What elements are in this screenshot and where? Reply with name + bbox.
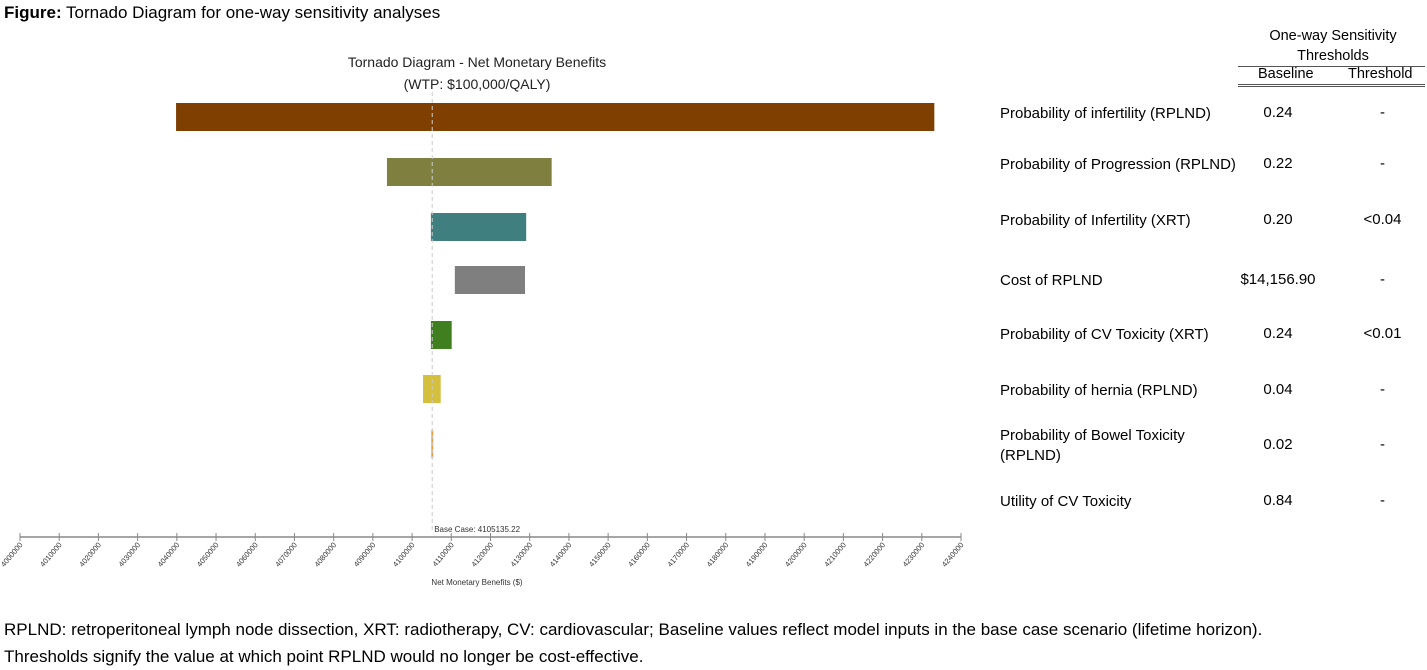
x-tick-label: 4080000 <box>313 541 339 569</box>
bar-3 <box>430 213 527 241</box>
x-tick-label: 4220000 <box>861 541 887 569</box>
row-threshold: - <box>1380 492 1385 509</box>
caption-text: Tornado Diagram for one-way sensitivity … <box>61 3 441 22</box>
x-tick-label: 4060000 <box>234 541 260 569</box>
chart-title: Tornado Diagram - Net Monetary Benefits <box>348 54 606 70</box>
row-threshold: - <box>1380 436 1385 453</box>
row-label: Utility of CV Toxicity <box>1000 493 1132 510</box>
x-tick-label: 4100000 <box>391 541 417 569</box>
x-tick-label: 4240000 <box>940 541 966 569</box>
caption-prefix: Figure: <box>4 3 62 22</box>
row-baseline: 0.22 <box>1263 155 1293 172</box>
tornado-chart: Tornado Diagram - Net Monetary Benefits … <box>0 54 966 587</box>
row-baseline: 0.24 <box>1263 325 1293 342</box>
col-threshold-header: Threshold <box>1348 66 1413 82</box>
x-tick-label: 4160000 <box>626 541 652 569</box>
row-label: Cost of RPLND <box>1000 272 1103 289</box>
row-baseline: 0.84 <box>1263 492 1293 509</box>
row-baseline: 0.02 <box>1263 436 1293 453</box>
x-tick-label: 4150000 <box>587 541 613 569</box>
x-tick-label: 4130000 <box>509 541 535 569</box>
base-case-label: Base Case: 4105135.22 <box>434 525 520 534</box>
x-tick-label: 4070000 <box>273 541 299 569</box>
x-tick-label: 4210000 <box>822 541 848 569</box>
x-axis-label: Net Monetary Benefits ($) <box>431 578 522 587</box>
row-label: Probability of Progression (RPLND) <box>1000 156 1236 173</box>
row-threshold: - <box>1380 271 1385 288</box>
row-label: Probability of Bowel Toxicity (RPLND) <box>1000 427 1185 464</box>
x-tick-label: 4090000 <box>352 541 378 569</box>
row-baseline: 0.24 <box>1263 104 1293 121</box>
x-tick-label: 4200000 <box>783 541 809 569</box>
x-tick-label: 4190000 <box>744 541 770 569</box>
footnote: RPLND: retroperitoneal lymph node dissec… <box>4 620 1263 666</box>
row-threshold: - <box>1380 104 1385 121</box>
row-threshold: <0.04 <box>1363 211 1402 228</box>
table-header: One-way Sensitivity Thresholds <box>1269 28 1397 64</box>
row-threshold: - <box>1380 381 1385 398</box>
x-tick-label: 4110000 <box>431 541 456 569</box>
x-tick-label: 4120000 <box>469 541 495 569</box>
bar-5 <box>430 321 452 349</box>
x-tick-label: 4230000 <box>901 541 927 569</box>
row-label: Probability of infertility (RPLND) <box>1000 105 1211 122</box>
row-baseline: $14,156.90 <box>1240 271 1316 288</box>
x-tick-label: 4040000 <box>156 541 182 569</box>
x-tick-label: 4000000 <box>0 541 25 569</box>
x-tick-label: 4050000 <box>195 541 221 569</box>
x-tick-label: 4180000 <box>705 541 731 569</box>
row-label: Probability of Infertility (XRT) <box>1000 212 1191 229</box>
x-tick-label: 4010000 <box>38 541 64 569</box>
col-baseline-header: Baseline <box>1258 66 1314 82</box>
header-double-rule <box>1238 84 1425 88</box>
row-threshold: <0.01 <box>1363 325 1402 342</box>
chart-subtitle: (WTP: $100,000/QALY) <box>404 76 551 92</box>
row-label: Probability of CV Toxicity (XRT) <box>1000 326 1209 343</box>
row-label: Probability of hernia (RPLND) <box>1000 382 1198 399</box>
x-tick-label: 4020000 <box>77 541 103 569</box>
x-tick-label: 4170000 <box>665 541 691 569</box>
bar-4 <box>454 266 526 294</box>
row-threshold: - <box>1380 155 1385 172</box>
header-rule <box>1238 66 1425 67</box>
row-baseline: 0.20 <box>1263 211 1293 228</box>
bar-1 <box>176 103 935 131</box>
x-tick-label: 4140000 <box>548 541 574 569</box>
bar-2 <box>386 158 552 186</box>
figure-caption: Figure: Tornado Diagram for one-way sens… <box>4 3 440 23</box>
row-baseline: 0.04 <box>1263 381 1293 398</box>
x-tick-label: 4030000 <box>116 541 142 569</box>
